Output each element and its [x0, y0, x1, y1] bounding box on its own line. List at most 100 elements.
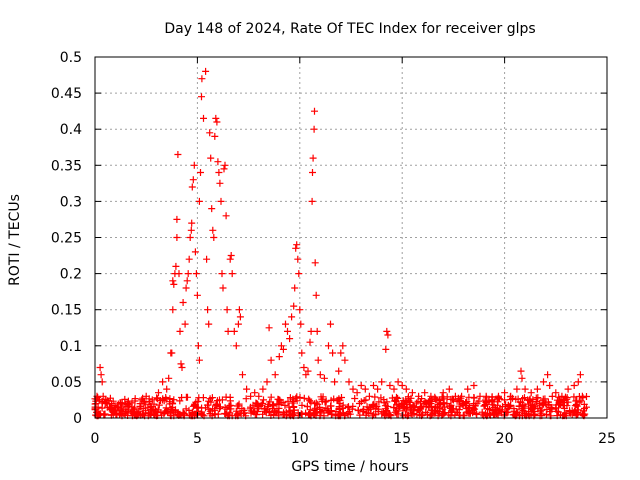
data-point: [263, 378, 271, 386]
data-point: [290, 302, 298, 310]
data-point: [302, 371, 310, 379]
data-point: [284, 327, 291, 335]
data-point: [578, 392, 586, 400]
data-point: [169, 306, 177, 314]
data-point: [288, 313, 296, 321]
data-point: [226, 255, 234, 263]
data-point: [230, 327, 238, 335]
data-point: [294, 255, 302, 263]
data-point: [374, 385, 382, 393]
data-point: [265, 324, 273, 332]
data-point: [312, 291, 320, 299]
data-point: [222, 212, 230, 220]
data-point: [402, 385, 410, 393]
data-point: [518, 374, 526, 382]
data-point: [186, 234, 194, 241]
y-tick-label: 0: [73, 411, 82, 427]
data-point: [517, 367, 525, 375]
data-point: [309, 169, 316, 176]
data-point: [209, 226, 217, 234]
data-point: [215, 169, 223, 176]
data-point: [219, 284, 227, 292]
data-point: [234, 320, 242, 328]
data-point: [203, 255, 211, 263]
data-point: [337, 349, 345, 357]
data-point: [174, 151, 182, 158]
data-point: [361, 385, 369, 393]
data-point: [470, 382, 478, 389]
x-tick-label: 15: [393, 431, 411, 447]
data-point: [165, 374, 173, 382]
data-point: [295, 270, 303, 278]
data-point: [408, 389, 416, 397]
data-point: [200, 114, 207, 122]
data-point: [394, 378, 402, 386]
baseline-band-markers: [91, 392, 590, 420]
data-point: [228, 270, 236, 278]
x-tick-label: 0: [91, 431, 100, 447]
data-point: [188, 219, 196, 227]
y-tick-label: 0.3: [60, 194, 82, 210]
data-point: [320, 374, 328, 382]
data-point: [247, 392, 255, 400]
data-point: [329, 349, 337, 357]
data-point: [296, 306, 304, 314]
data-point: [513, 385, 521, 393]
data-point: [445, 385, 453, 393]
data-point: [188, 183, 196, 191]
data-point: [96, 364, 104, 371]
y-tick-label: 0.15: [51, 303, 82, 319]
data-point: [99, 392, 107, 400]
data-point: [92, 400, 100, 408]
data-point: [527, 389, 535, 397]
data-point: [574, 378, 582, 386]
data-point: [176, 327, 184, 335]
data-point: [185, 255, 193, 263]
data-point: [357, 382, 365, 389]
baseline-band: [91, 392, 590, 420]
data-point: [112, 407, 119, 415]
y-axis-label: ROTI / TECUs: [7, 194, 23, 286]
data-point: [433, 396, 441, 404]
data-point: [103, 403, 111, 411]
data-point: [382, 345, 390, 353]
data-point: [458, 392, 466, 400]
data-point: [297, 320, 305, 328]
data-point: [235, 306, 243, 314]
data-point: [192, 270, 200, 278]
data-point: [339, 342, 347, 350]
data-point: [370, 382, 377, 389]
data-point: [286, 335, 294, 343]
data-point: [576, 371, 584, 379]
data-point: [251, 389, 259, 397]
data-point: [221, 161, 229, 169]
data-point: [279, 345, 287, 353]
data-point: [292, 244, 300, 252]
data-point: [259, 385, 267, 393]
data-point: [331, 378, 339, 386]
data-point: [197, 169, 204, 176]
data-point: [427, 392, 435, 400]
data-point: [216, 179, 224, 187]
data-point: [282, 320, 289, 328]
data-point: [327, 320, 334, 328]
data-point: [390, 385, 398, 393]
grid-lines: [95, 57, 607, 418]
data-point: [570, 382, 578, 389]
data-point: [383, 327, 391, 335]
data-point: [316, 371, 324, 379]
data-point: [159, 378, 167, 386]
data-point: [168, 349, 176, 357]
y-tick-label: 0.4: [60, 122, 82, 138]
data-point: [488, 396, 496, 404]
data-point: [205, 320, 213, 328]
data-point: [198, 75, 206, 83]
data-point: [191, 248, 199, 256]
data-point: [172, 262, 180, 270]
data-point: [501, 389, 509, 397]
data-point: [236, 313, 244, 321]
data-point: [398, 382, 406, 389]
data-point: [181, 320, 189, 328]
x-axis-label: GPS time / hours: [291, 459, 408, 475]
data-point: [227, 252, 235, 259]
